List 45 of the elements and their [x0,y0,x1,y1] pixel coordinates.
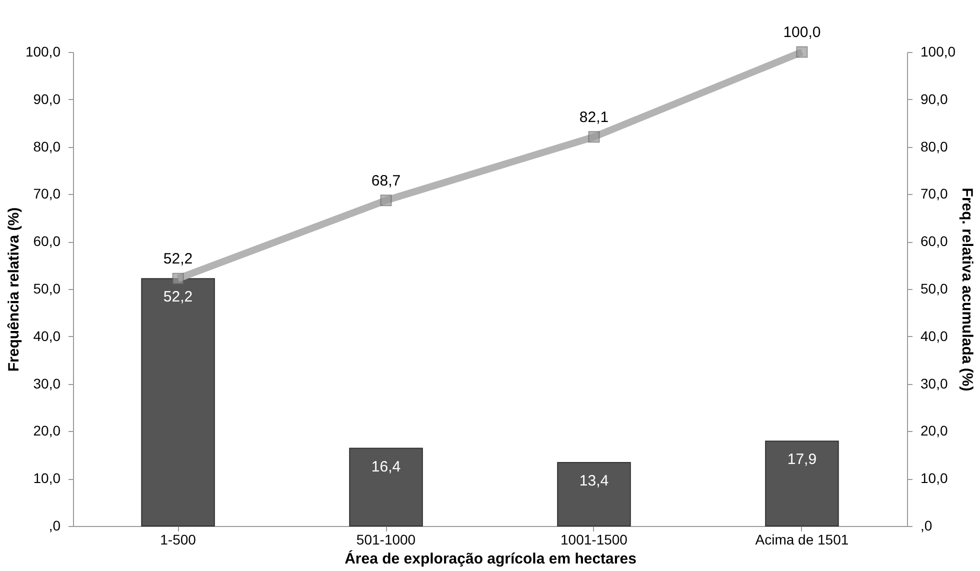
y2-tick-label: 10,0 [920,470,948,486]
y-tick-label: 90,0 [33,90,61,107]
point [172,272,184,284]
y2-tick-label: 30,0 [920,375,948,392]
y2-tick-label: ,0 [920,518,932,534]
y-tick-label: 50,0 [33,280,61,296]
y-tick-label: 10,0 [33,470,61,486]
y2-tick-label: 80,0 [920,138,948,154]
y2-axis-title: Freq. relativa acumulada (%) [958,188,976,392]
data-label: 52,2 [163,288,193,306]
x-tick-label: 1001-1500 [560,532,628,548]
y2-tick-label: 40,0 [920,328,948,344]
point [380,194,392,206]
bar [349,448,423,526]
y-tick-label: 80,0 [33,138,61,154]
point [796,46,808,58]
y-axis-title: Frequência relativa (%) [5,207,22,372]
data-label: 52,2 [163,250,193,268]
x-tick-label: Acima de 1501 [755,532,849,548]
y-tick-label: 60,0 [33,233,61,250]
y-tick-label: ,0 [48,518,61,534]
bar [141,278,215,526]
y-tick-label: 30,0 [33,375,61,392]
data-label: 13,4 [579,472,609,490]
data-label: 82,1 [579,108,609,126]
x-axis-title: Área de exploração agrícola em hectares [344,550,636,568]
x-tick-label: 501-1000 [356,532,416,548]
y2-tick-label: 60,0 [920,233,948,250]
y2-tick-label: 100,0 [920,44,956,60]
y-tick-label: 100,0 [25,44,61,60]
y-tick-label: 40,0 [33,328,61,344]
data-label: 16,4 [371,458,401,476]
data-label: 100,0 [783,24,821,41]
y2-tick-label: 50,0 [920,280,948,296]
point [588,131,600,143]
bar [765,440,839,526]
data-label: 68,7 [371,172,401,190]
bar [557,462,631,526]
data-label: 17,9 [787,451,817,468]
y-tick-label: 20,0 [33,422,61,439]
y2-tick-label: 20,0 [920,422,948,439]
y2-tick-label: 90,0 [920,90,948,107]
x-tick-label: 1-500 [160,532,196,548]
y2-tick-label: 70,0 [920,186,948,202]
y-tick-label: 70,0 [33,186,61,202]
